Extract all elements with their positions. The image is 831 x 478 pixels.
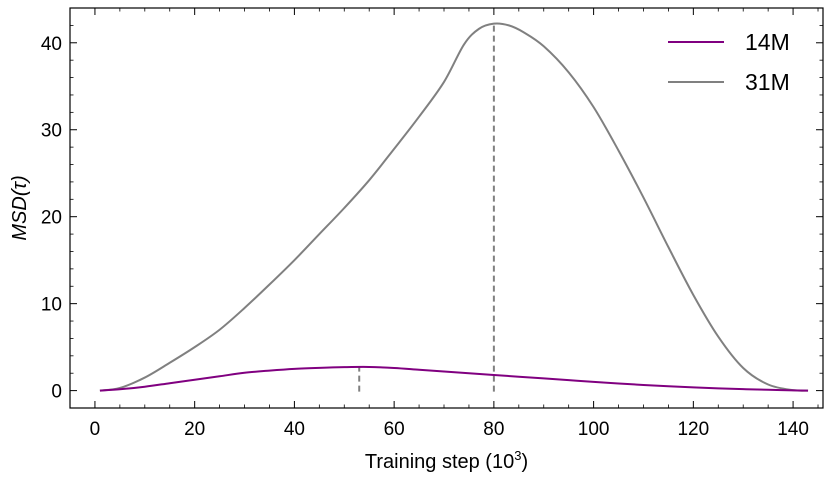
- y-tick-label: 20: [41, 208, 62, 229]
- x-axis-ticks: 0 20 40 60 80 100 120 140: [90, 8, 819, 440]
- x-axis-label-superscript: 3: [514, 448, 521, 463]
- x-axis-label: Training step (103): [365, 448, 528, 473]
- y-axis-label: MSD(τ): [9, 175, 31, 240]
- x-tick-label: 100: [578, 419, 610, 440]
- series-line-31m: [99, 22, 809, 392]
- y-tick-label: 10: [41, 295, 62, 316]
- x-tick-label: 60: [384, 419, 405, 440]
- x-tick-label: 80: [483, 419, 504, 440]
- y-axis-ticks: 0 10 20 30 40: [41, 24, 823, 403]
- x-tick-label: 40: [284, 419, 305, 440]
- y-tick-label: 0: [51, 382, 62, 403]
- x-tick-label: 0: [90, 419, 101, 440]
- series-layer: [99, 22, 809, 392]
- y-tick-label: 40: [41, 34, 62, 55]
- y-tick-label: 30: [41, 121, 62, 142]
- legend-label-31m: 31M: [745, 69, 790, 95]
- legend-label-14m: 14M: [745, 29, 790, 55]
- legend: 14M 31M: [668, 29, 790, 95]
- x-tick-label: 140: [777, 419, 809, 440]
- x-tick-label: 120: [677, 419, 709, 440]
- x-tick-label: 20: [184, 419, 205, 440]
- series-line-14m: [99, 365, 809, 392]
- plot-frame: [69, 7, 824, 409]
